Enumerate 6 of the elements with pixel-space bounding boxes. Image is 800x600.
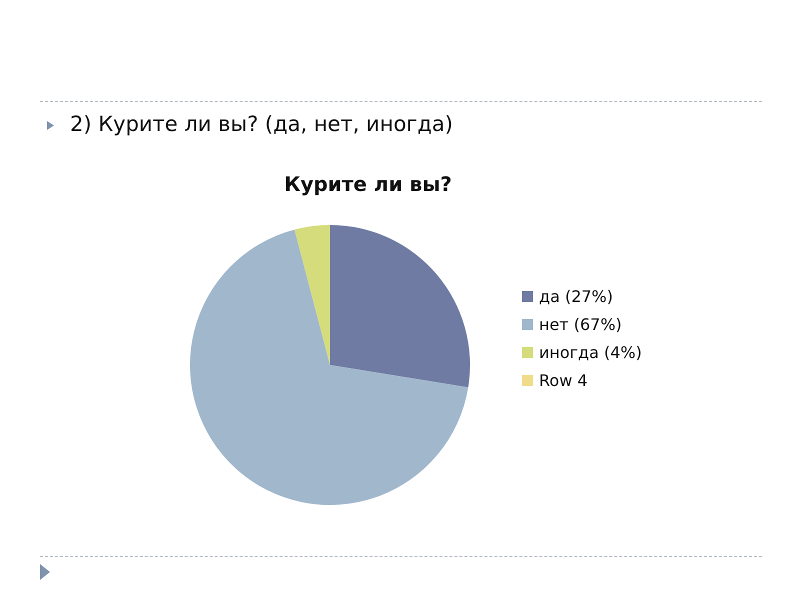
chart-title: Курите ли вы? [283,172,453,196]
legend-label: иногда (4%) [539,342,642,362]
legend-label: да (27%) [539,286,613,306]
legend-label: Row 4 [539,370,588,390]
legend-label: нет (67%) [539,314,622,334]
text: 2) Курите ли вы? (да, нет, иногда) [70,112,453,136]
